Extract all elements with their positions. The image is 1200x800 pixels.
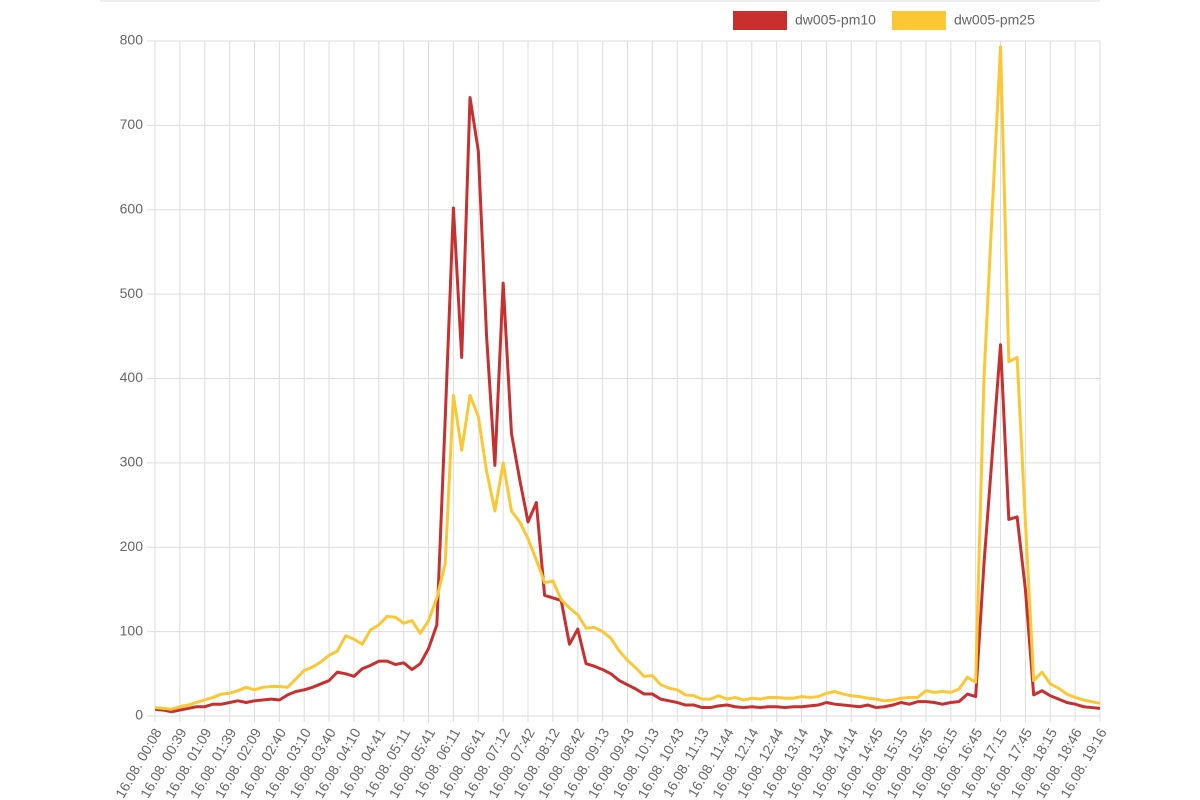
y-tick-label: 800 [120,32,144,48]
legend-label: dw005-pm25 [954,12,1035,28]
legend-swatch [891,11,946,30]
y-tick-label: 400 [120,369,144,385]
y-tick-label: 100 [120,622,144,638]
y-tick-label: 500 [120,285,144,301]
data-line [154,45,1101,711]
legend-swatch [733,11,787,30]
y-tick-label: 200 [120,538,144,554]
y-tick-label: 0 [135,707,143,723]
data-line [154,96,1101,714]
y-tick-label: 600 [120,200,144,216]
y-tick-label: 700 [120,116,144,132]
y-tick-label: 300 [120,454,144,470]
legend-label: dw005-pm10 [795,12,876,28]
